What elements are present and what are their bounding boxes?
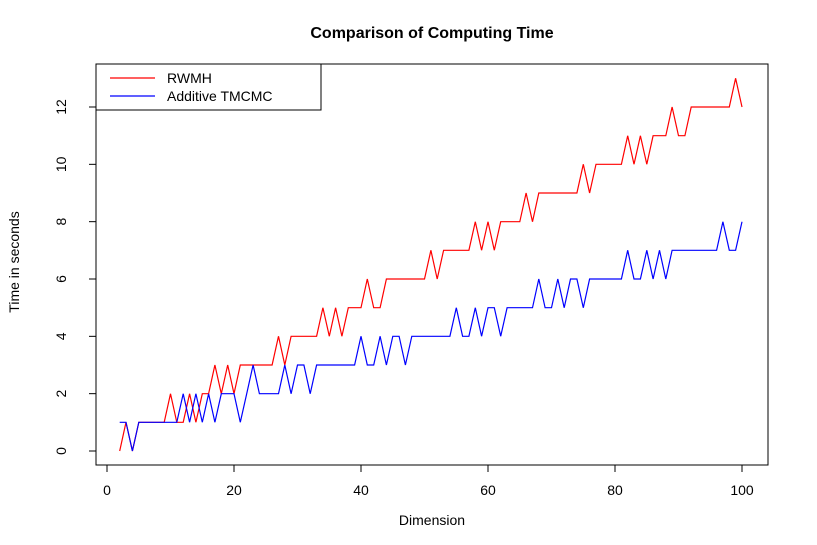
x-tick-label: 80: [607, 482, 623, 498]
plot-frame: [95, 63, 769, 466]
y-axis-label: Time in seconds: [6, 211, 22, 312]
x-tick-label: 100: [730, 482, 754, 498]
y-tick-label: 10: [53, 156, 69, 172]
y-tick-label: 12: [53, 99, 69, 115]
x-axis: 0 20 40 60 80 100: [103, 464, 754, 498]
x-tick-label: 40: [353, 482, 369, 498]
y-tick-label: 4: [53, 332, 69, 340]
series-line-additive-tmcmc: [119, 221, 743, 452]
legend-label-additive-tmcmc: Additive TMCMC: [167, 88, 273, 104]
y-tick-label: 0: [53, 447, 69, 455]
x-tick-label: 0: [103, 482, 111, 498]
chart-title: Comparison of Computing Time: [310, 25, 553, 42]
series-line-rwmh: [119, 78, 743, 452]
y-tick-label: 6: [53, 275, 69, 283]
y-tick-label: 8: [53, 218, 69, 226]
x-tick-label: 20: [226, 482, 242, 498]
series-layer: [119, 78, 743, 452]
x-axis-label: Dimension: [399, 512, 465, 528]
x-tick-label: 60: [480, 482, 496, 498]
legend: RWMH Additive TMCMC: [95, 63, 322, 111]
legend-box: [95, 63, 322, 111]
y-tick-label: 2: [53, 390, 69, 398]
y-axis: 0 2 4 6 8 10 12: [53, 99, 97, 455]
legend-label-rwmh: RWMH: [167, 70, 212, 86]
